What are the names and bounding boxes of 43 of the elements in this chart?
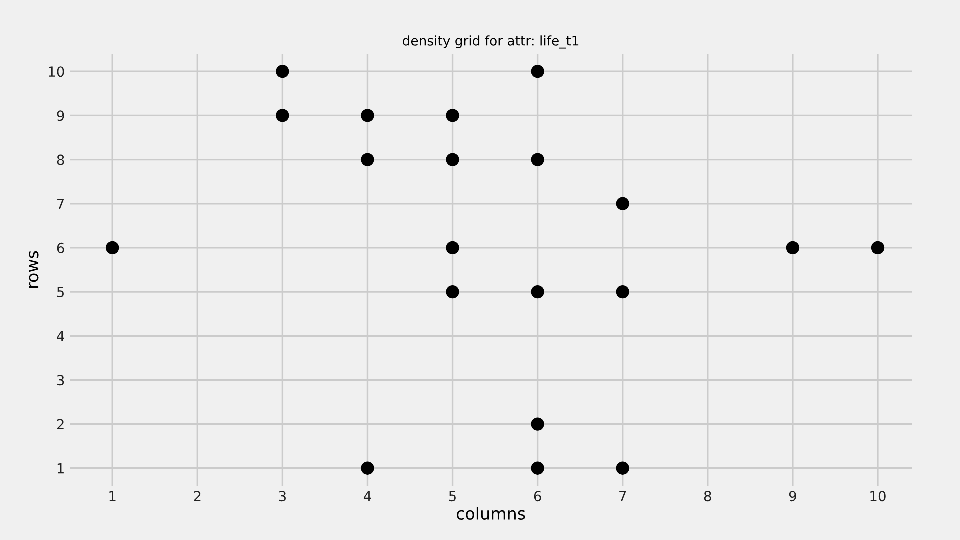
point xyxy=(446,153,460,166)
point xyxy=(276,65,290,78)
point xyxy=(531,65,544,78)
point xyxy=(871,241,885,255)
y-tick-label: 2 xyxy=(57,419,64,430)
point xyxy=(531,285,544,299)
y-tick-label: 4 xyxy=(57,331,64,342)
y-axis-title: rows xyxy=(29,251,39,288)
point xyxy=(361,109,374,122)
point xyxy=(446,109,460,122)
point xyxy=(446,241,460,255)
y-tick-label: 7 xyxy=(58,199,64,210)
y-tick-label: 8 xyxy=(57,154,64,166)
point xyxy=(531,153,544,166)
point xyxy=(446,285,460,299)
y-tick-label: 6 xyxy=(57,242,64,254)
point xyxy=(786,241,800,255)
point xyxy=(106,241,120,255)
point xyxy=(361,462,374,475)
point xyxy=(616,462,630,475)
x-tick-label: 7 xyxy=(620,491,626,502)
x-tick-label: 6 xyxy=(534,491,542,502)
point xyxy=(531,418,544,431)
y-tick-label: 1 xyxy=(58,464,64,474)
x-tick-label: 1 xyxy=(110,491,116,502)
x-axis-title: columns xyxy=(456,507,526,520)
point xyxy=(361,153,374,166)
x-tick-label: 9 xyxy=(789,491,796,502)
x-tick-label: 2 xyxy=(194,491,201,502)
y-tick-label: 5 xyxy=(57,287,64,298)
y-tick-label: 9 xyxy=(57,110,64,122)
point xyxy=(616,197,630,210)
y-tick-label: 10 xyxy=(49,66,64,78)
point xyxy=(276,109,290,122)
x-tick-label: 5 xyxy=(449,491,456,502)
x-tick-label: 3 xyxy=(279,491,286,502)
x-tick-label: 4 xyxy=(364,491,372,502)
x-tick-label: 8 xyxy=(704,491,712,502)
point xyxy=(616,285,630,299)
x-tick-label: 10 xyxy=(870,491,886,502)
y-tick-label: 3 xyxy=(57,375,64,386)
chart-title: density grid for attr: life_t1 xyxy=(403,36,579,49)
point xyxy=(531,462,544,475)
